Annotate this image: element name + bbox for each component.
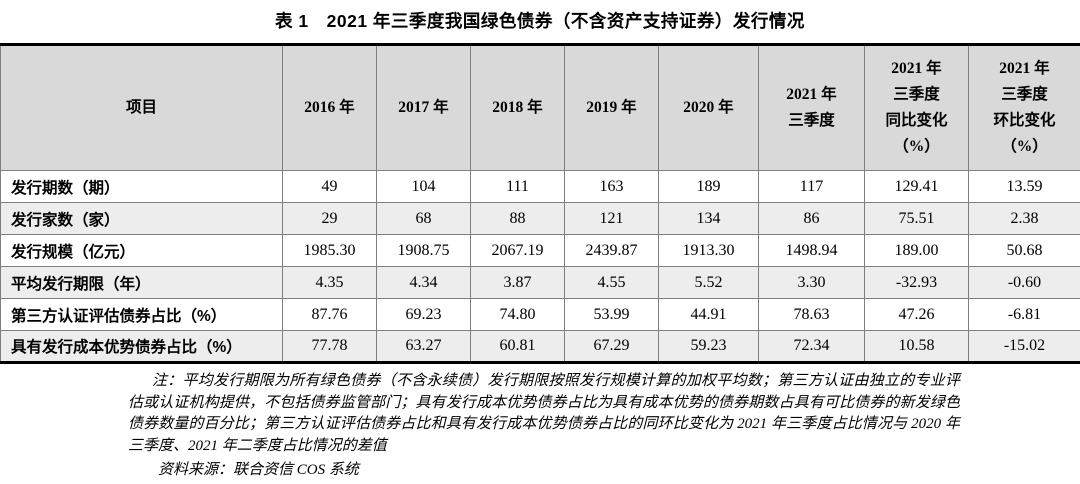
row-label: 具有发行成本优势债券占比（%） <box>0 330 283 363</box>
row-label: 第三方认证评估债券占比（%） <box>0 298 283 331</box>
table-cell: 3.87 <box>470 266 565 299</box>
table-cell: 2.38 <box>968 202 1080 235</box>
table-cell: 10.58 <box>864 330 969 363</box>
table-cell: 1908.75 <box>376 234 471 267</box>
table-cell: 88 <box>470 202 565 235</box>
table-row: 平均发行期限（年） 4.35 4.34 3.87 4.55 5.52 3.30 -32.93-… <box>0 266 1080 299</box>
table-row: 第三方认证评估债券占比（%） 87.76 69.23 74.80 53.99 44.91 7… <box>0 298 1080 331</box>
table-cell: 104 <box>376 170 471 203</box>
table-cell: 4.34 <box>376 266 471 299</box>
table-cell: 60.81 <box>470 330 565 363</box>
table-cell: 50.68 <box>968 234 1080 267</box>
table-body: 发行期数（期） 49 104 111 163 189 117 129.41 13.59 发行家数（… <box>0 170 1080 363</box>
header-row: 项目 2016 年 2017 年 2018 年 2019 年 2020 年 2021 年 三… <box>0 44 1080 171</box>
table-row: 发行家数（家） 29 68 88 121 134 86 75.51 2.38 <box>0 202 1080 235</box>
column-header: 2021 年 三季度 环比变化 （%） <box>968 44 1080 171</box>
table-cell: 29 <box>282 202 377 235</box>
table-cell: 67.29 <box>564 330 659 363</box>
table-cell: 74.80 <box>470 298 565 331</box>
table-cell: -6.81 <box>968 298 1080 331</box>
table-cell: 129.41 <box>864 170 969 203</box>
green-bond-issuance-table: 项目 2016 年 2017 年 2018 年 2019 年 2020 年 2021 年 三… <box>0 43 1080 364</box>
table-cell: 3.30 <box>758 266 865 299</box>
column-header-item: 项目 <box>0 44 283 171</box>
table-source: 资料来源：联合资信 COS 系统 <box>158 462 359 478</box>
table-cell: 1913.30 <box>658 234 759 267</box>
table-cell: 1985.30 <box>282 234 377 267</box>
table-cell: 189 <box>658 170 759 203</box>
table-cell: -0.60 <box>968 266 1080 299</box>
table-cell: 47.26 <box>864 298 969 331</box>
table-cell: 72.34 <box>758 330 865 363</box>
table-cell: 63.27 <box>376 330 471 363</box>
column-header: 2016 年 <box>282 44 377 171</box>
table-cell: 87.76 <box>282 298 377 331</box>
row-label: 发行规模（亿元） <box>0 234 283 267</box>
table-cell: 13.59 <box>968 170 1080 203</box>
column-header: 2021 年 三季度 <box>758 44 865 171</box>
table-cell: 44.91 <box>658 298 759 331</box>
table-cell: 75.51 <box>864 202 969 235</box>
table-cell: 5.52 <box>658 266 759 299</box>
table-cell: 134 <box>658 202 759 235</box>
row-label: 发行家数（家） <box>0 202 283 235</box>
table-cell: 2067.19 <box>470 234 565 267</box>
column-header: 2018 年 <box>470 44 565 171</box>
table-cell: 49 <box>282 170 377 203</box>
table-cell: 121 <box>564 202 659 235</box>
table-cell: 163 <box>564 170 659 203</box>
table-title: 表 1 2021 年三季度我国绿色债券（不含资产支持证券）发行情况 <box>275 11 805 31</box>
table-cell: 69.23 <box>376 298 471 331</box>
column-header: 2017 年 <box>376 44 471 171</box>
table-cell: 117 <box>758 170 865 203</box>
table-cell: 4.55 <box>564 266 659 299</box>
table-row: 发行规模（亿元） 1985.30 1908.75 2067.19 2439.87 1913… <box>0 234 1080 267</box>
table-footnote: 注：平均发行期限为所有绿色债券（不含永续债）发行期限按照发行规模计算的加权平均数… <box>128 373 960 454</box>
column-header: 2021 年 三季度 同比变化 （%） <box>864 44 969 171</box>
row-label: 发行期数（期） <box>0 170 283 203</box>
table-cell: 68 <box>376 202 471 235</box>
table-cell: -15.02 <box>968 330 1080 363</box>
table-row: 具有发行成本优势债券占比（%） 77.78 63.27 60.81 67.29 59.23… <box>0 330 1080 363</box>
table-row: 发行期数（期） 49 104 111 163 189 117 129.41 13.59 <box>0 170 1080 203</box>
row-label: 平均发行期限（年） <box>0 266 283 299</box>
table-cell: 4.35 <box>282 266 377 299</box>
table-cell: 78.63 <box>758 298 865 331</box>
table-cell: 1498.94 <box>758 234 865 267</box>
table-cell: 189.00 <box>864 234 969 267</box>
table-cell: -32.93 <box>864 266 969 299</box>
table-cell: 77.78 <box>282 330 377 363</box>
table-cell: 59.23 <box>658 330 759 363</box>
table-cell: 53.99 <box>564 298 659 331</box>
column-header: 2019 年 <box>564 44 659 171</box>
column-header: 2020 年 <box>658 44 759 171</box>
table-cell: 86 <box>758 202 865 235</box>
table-cell: 2439.87 <box>564 234 659 267</box>
table-cell: 111 <box>470 170 565 203</box>
